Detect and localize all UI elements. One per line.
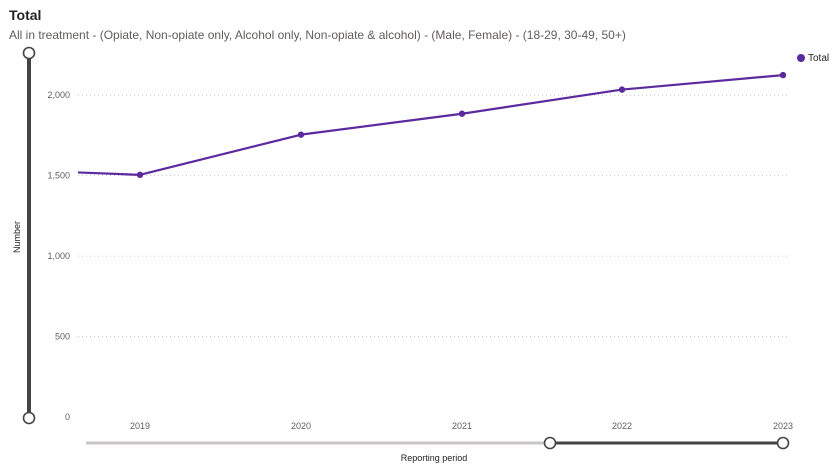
legend[interactable]: Total — [797, 53, 829, 64]
y-tick-label: 0 — [65, 412, 70, 422]
y-tick-label: 1,500 — [47, 171, 70, 181]
data-point — [779, 71, 787, 79]
y-range-slider[interactable] — [22, 46, 36, 425]
y-slider-bottom-handle[interactable] — [22, 411, 36, 425]
y-tick-label: 500 — [55, 332, 70, 342]
x-slider-left-handle[interactable] — [543, 436, 557, 450]
x-tick-label: 2022 — [612, 421, 632, 431]
x-axis-ticks: 2019 2020 2021 2022 2023 — [130, 421, 793, 431]
legend-label[interactable]: Total — [808, 53, 829, 64]
y-tick-label: 1,000 — [47, 251, 70, 261]
x-axis-title: Reporting period — [401, 453, 468, 463]
data-point — [136, 171, 144, 179]
data-point — [618, 86, 626, 93]
legend-marker[interactable] — [797, 54, 805, 62]
series-total — [77, 71, 787, 179]
y-axis-ticks: 0 500 1,000 1,500 2,000 — [47, 90, 70, 422]
series-line — [77, 74, 784, 176]
data-point — [297, 131, 305, 138]
chart-title: Total — [9, 7, 42, 23]
y-tick-label: 2,000 — [47, 90, 70, 100]
x-tick-label: 2020 — [291, 421, 311, 431]
x-range-slider[interactable] — [86, 436, 790, 450]
data-point — [458, 110, 466, 117]
x-tick-label: 2023 — [773, 421, 793, 431]
x-tick-label: 2021 — [452, 421, 472, 431]
gridlines — [78, 94, 790, 338]
y-axis-title: Number — [12, 221, 22, 253]
x-slider-right-handle[interactable] — [776, 436, 790, 450]
y-slider-top-handle[interactable] — [22, 46, 36, 60]
chart-subtitle: All in treatment - (Opiate, Non-opiate o… — [9, 28, 626, 42]
x-tick-label: 2019 — [130, 421, 150, 431]
